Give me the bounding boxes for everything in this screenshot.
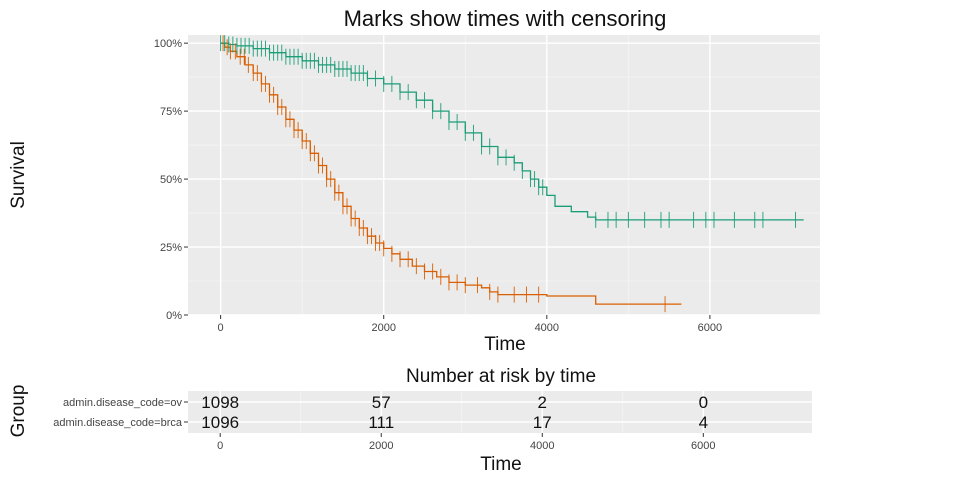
chart-title: Marks show times with censoring bbox=[344, 6, 667, 31]
risk-table-panel bbox=[188, 391, 812, 433]
x-tick-label: 0 bbox=[218, 322, 224, 334]
x-tick-label: 2000 bbox=[371, 322, 395, 334]
risk-table-row-labels: admin.disease_code=ov admin.disease_code=… bbox=[53, 397, 188, 429]
x-tick-label: 6000 bbox=[698, 322, 722, 334]
x-axis-ticks: 0 2000 4000 6000 bbox=[218, 315, 722, 334]
y-tick-label: 25% bbox=[160, 242, 182, 254]
risk-count: 4 bbox=[699, 413, 708, 432]
censor-marks bbox=[220, 35, 796, 313]
x-axis-title: Time bbox=[484, 334, 526, 355]
y-axis-ticks: 0% 25% 50% 75% 100% bbox=[154, 38, 188, 322]
y-axis-title: Survival bbox=[8, 141, 29, 209]
risk-count: 57 bbox=[372, 393, 391, 412]
risk-x-tick-label: 0 bbox=[217, 440, 223, 452]
y-tick-label: 100% bbox=[154, 38, 182, 50]
risk-table-y-title: Group bbox=[8, 385, 29, 438]
risk-row-label: admin.disease_code=brca bbox=[53, 417, 183, 429]
y-tick-label: 0% bbox=[166, 310, 182, 322]
risk-table-x-title: Time bbox=[480, 454, 522, 475]
risk-table-grid bbox=[188, 391, 812, 433]
y-tick-label: 75% bbox=[160, 106, 182, 118]
risk-count: 111 bbox=[368, 413, 394, 432]
risk-count: 1098 bbox=[201, 393, 239, 412]
y-tick-label: 50% bbox=[160, 174, 182, 186]
risk-x-tick-label: 2000 bbox=[369, 440, 393, 452]
risk-x-tick-label: 4000 bbox=[530, 440, 554, 452]
risk-table-cells: 1098 57 2 0 1096 111 17 4 bbox=[201, 393, 708, 432]
plot-panel bbox=[188, 35, 820, 315]
x-tick-label: 4000 bbox=[535, 322, 559, 334]
risk-count: 2 bbox=[538, 393, 547, 412]
risk-count: 17 bbox=[533, 413, 552, 432]
risk-row-label: admin.disease_code=ov bbox=[63, 397, 182, 409]
risk-table-x-ticks: 0 2000 4000 6000 bbox=[217, 433, 716, 452]
risk-count: 0 bbox=[699, 393, 708, 412]
risk-table-title: Number at risk by time bbox=[406, 366, 596, 387]
risk-count: 1096 bbox=[201, 413, 239, 432]
risk-x-tick-label: 6000 bbox=[691, 440, 715, 452]
